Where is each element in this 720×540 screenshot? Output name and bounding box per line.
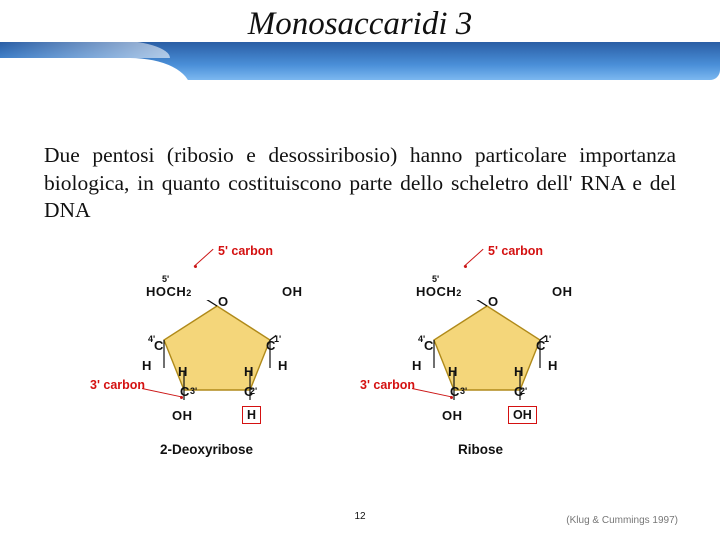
caption-deoxyribose: 2-Deoxyribose — [160, 442, 253, 457]
label-5-prime-carbon: 5' carbon — [488, 244, 543, 258]
highlight-box-h: H — [242, 406, 261, 424]
highlight-box-oh: OH — [508, 406, 537, 424]
body-paragraph: Due pentosi (ribosio e desossiribosio) h… — [44, 142, 676, 225]
leader-line — [464, 249, 484, 267]
atom-hoch2: HOCH2 — [416, 284, 462, 299]
label-5-prime-carbon: 5' carbon — [218, 244, 273, 258]
pentagon-ring — [428, 300, 546, 400]
label-3-prime-carbon: 3' carbon — [360, 378, 415, 392]
slide-title: Monosaccaridi 3 — [0, 6, 720, 43]
header-swoosh — [0, 58, 190, 88]
chemistry-figure: 5' carbon 5' HOCH2 O OH 4' C 1' C H H H … — [90, 250, 630, 485]
atom-oh-top: OH — [552, 284, 573, 299]
citation: (Klug & Cummings 1997) — [566, 515, 678, 526]
caption-ribose: Ribose — [458, 442, 503, 457]
pentagon-ring — [158, 300, 276, 400]
atom-hoch2: HOCH2 — [146, 284, 192, 299]
label-3-prime-carbon: 3' carbon — [90, 378, 145, 392]
atom-oh-top: OH — [282, 284, 303, 299]
leader-line — [194, 249, 214, 267]
